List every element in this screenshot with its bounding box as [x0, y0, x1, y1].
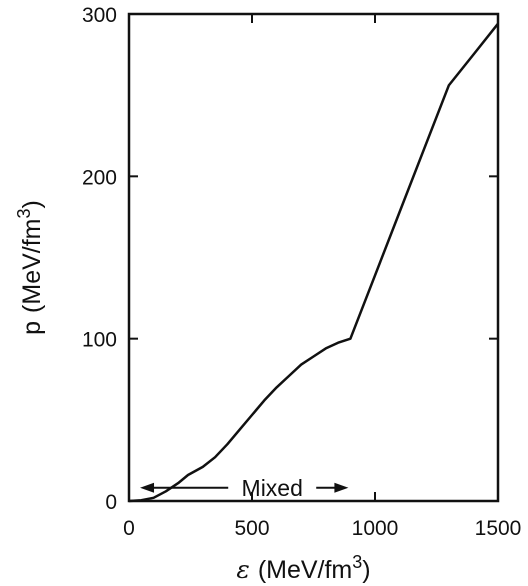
- y-axis-unit: (MeV/fm: [18, 218, 46, 312]
- y-axis-unit-sup: 3: [14, 208, 34, 218]
- left-arrowhead: [140, 482, 155, 493]
- right-arrowhead: [334, 482, 349, 493]
- x-axis-symbol: ε: [236, 555, 249, 584]
- data-curve: [128, 22, 499, 503]
- tick-labels: 0 500 1000 1500 0 100 200 300: [82, 4, 521, 540]
- plot-frame: [127, 12, 500, 503]
- y-axis-unit-close: ): [18, 200, 46, 208]
- y-tick-label: 0: [105, 491, 117, 514]
- x-tick-label: 1000: [352, 517, 399, 540]
- y-tick-label: 300: [82, 4, 117, 27]
- x-axis-unit: (MeV/fm: [258, 556, 352, 584]
- mixed-label: Mixed: [242, 475, 303, 501]
- x-tick-label: 500: [234, 517, 269, 540]
- y-tick-label: 200: [82, 166, 117, 189]
- tick-marks: [128, 13, 499, 502]
- x-tick-label: 0: [123, 517, 135, 540]
- y-axis-symbol: p: [18, 321, 46, 335]
- x-tick-label: 1500: [475, 517, 522, 540]
- x-axis-label: ε (MeV/fm3): [236, 552, 370, 584]
- x-axis-unit-sup: 3: [352, 552, 362, 572]
- y-tick-label: 100: [82, 329, 117, 352]
- mixed-annotation: Mixed: [140, 475, 349, 501]
- y-axis-label: p (MeV/fm3): [14, 200, 46, 335]
- x-axis-unit-close: ): [362, 556, 370, 584]
